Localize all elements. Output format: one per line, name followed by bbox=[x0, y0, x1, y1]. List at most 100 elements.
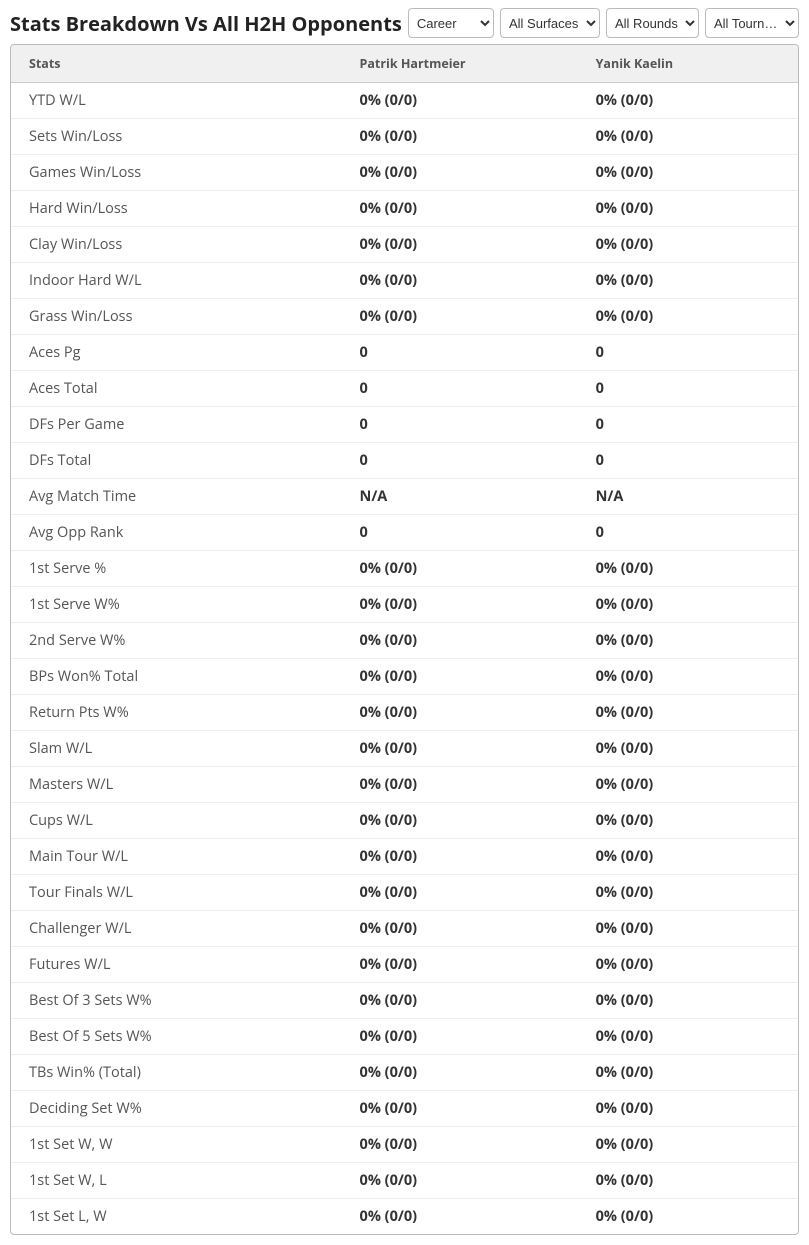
table-row: Slam W/L0% (0/0)0% (0/0) bbox=[11, 731, 798, 767]
player2-value: 0% (0/0) bbox=[578, 1127, 798, 1163]
player2-value: 0% (0/0) bbox=[578, 227, 798, 263]
player1-value: 0 bbox=[342, 515, 578, 551]
player1-value: 0% (0/0) bbox=[342, 299, 578, 335]
table-row: Avg Opp Rank00 bbox=[11, 515, 798, 551]
player1-value: 0 bbox=[342, 407, 578, 443]
player2-value: 0% (0/0) bbox=[578, 1163, 798, 1199]
stat-label: Best Of 5 Sets W% bbox=[11, 1019, 342, 1055]
player1-value: 0 bbox=[342, 443, 578, 479]
table-row: 1st Serve W%0% (0/0)0% (0/0) bbox=[11, 587, 798, 623]
stat-label: Main Tour W/L bbox=[11, 839, 342, 875]
player1-value: 0% (0/0) bbox=[342, 551, 578, 587]
player2-value: 0% (0/0) bbox=[578, 803, 798, 839]
player1-value: 0% (0/0) bbox=[342, 1091, 578, 1127]
stat-label: Sets Win/Loss bbox=[11, 119, 342, 155]
player2-value: 0% (0/0) bbox=[578, 83, 798, 119]
table-row: Indoor Hard W/L0% (0/0)0% (0/0) bbox=[11, 263, 798, 299]
player1-value: 0% (0/0) bbox=[342, 1199, 578, 1235]
table-row: Best Of 3 Sets W%0% (0/0)0% (0/0) bbox=[11, 983, 798, 1019]
player2-value: 0% (0/0) bbox=[578, 695, 798, 731]
tournament-select[interactable]: All Tourn… bbox=[705, 8, 799, 38]
player2-value: 0% (0/0) bbox=[578, 263, 798, 299]
player2-value: 0% (0/0) bbox=[578, 191, 798, 227]
table-row: Grass Win/Loss0% (0/0)0% (0/0) bbox=[11, 299, 798, 335]
player2-value: 0% (0/0) bbox=[578, 767, 798, 803]
table-row: Aces Total00 bbox=[11, 371, 798, 407]
stats-table-wrap: Stats Patrik Hartmeier Yanik Kaelin YTD … bbox=[10, 44, 799, 1235]
table-row: Futures W/L0% (0/0)0% (0/0) bbox=[11, 947, 798, 983]
player1-value: 0% (0/0) bbox=[342, 1127, 578, 1163]
table-row: Best Of 5 Sets W%0% (0/0)0% (0/0) bbox=[11, 1019, 798, 1055]
stat-label: Return Pts W% bbox=[11, 695, 342, 731]
table-row: Main Tour W/L0% (0/0)0% (0/0) bbox=[11, 839, 798, 875]
player2-value: 0% (0/0) bbox=[578, 299, 798, 335]
player2-value: 0% (0/0) bbox=[578, 911, 798, 947]
table-row: 1st Serve %0% (0/0)0% (0/0) bbox=[11, 551, 798, 587]
stat-label: 1st Serve % bbox=[11, 551, 342, 587]
player2-value: 0 bbox=[578, 407, 798, 443]
table-row: YTD W/L0% (0/0)0% (0/0) bbox=[11, 83, 798, 119]
stat-label: Games Win/Loss bbox=[11, 155, 342, 191]
stat-label: Cups W/L bbox=[11, 803, 342, 839]
table-row: 1st Set W, L0% (0/0)0% (0/0) bbox=[11, 1163, 798, 1199]
stat-label: Deciding Set W% bbox=[11, 1091, 342, 1127]
table-row: 2nd Serve W%0% (0/0)0% (0/0) bbox=[11, 623, 798, 659]
surface-select[interactable]: All Surfaces bbox=[500, 8, 600, 38]
player2-value: 0% (0/0) bbox=[578, 1091, 798, 1127]
table-row: Games Win/Loss0% (0/0)0% (0/0) bbox=[11, 155, 798, 191]
player1-value: 0% (0/0) bbox=[342, 119, 578, 155]
player1-value: 0% (0/0) bbox=[342, 839, 578, 875]
stat-label: 1st Set L, W bbox=[11, 1199, 342, 1235]
stat-label: 1st Set W, L bbox=[11, 1163, 342, 1199]
table-row: Deciding Set W%0% (0/0)0% (0/0) bbox=[11, 1091, 798, 1127]
table-row: Sets Win/Loss0% (0/0)0% (0/0) bbox=[11, 119, 798, 155]
player2-value: 0% (0/0) bbox=[578, 623, 798, 659]
player2-value: 0 bbox=[578, 443, 798, 479]
table-row: 1st Set W, W0% (0/0)0% (0/0) bbox=[11, 1127, 798, 1163]
table-row: Masters W/L0% (0/0)0% (0/0) bbox=[11, 767, 798, 803]
round-select[interactable]: All Rounds bbox=[606, 8, 699, 38]
stats-table: Stats Patrik Hartmeier Yanik Kaelin YTD … bbox=[11, 45, 798, 1234]
player2-value: 0% (0/0) bbox=[578, 983, 798, 1019]
stat-label: Challenger W/L bbox=[11, 911, 342, 947]
player2-value: 0 bbox=[578, 515, 798, 551]
stat-label: TBs Win% (Total) bbox=[11, 1055, 342, 1091]
stat-label: Avg Opp Rank bbox=[11, 515, 342, 551]
player1-value: N/A bbox=[342, 479, 578, 515]
player2-value: 0% (0/0) bbox=[578, 155, 798, 191]
stat-label: Best Of 3 Sets W% bbox=[11, 983, 342, 1019]
stat-label: 1st Serve W% bbox=[11, 587, 342, 623]
stat-label: Hard Win/Loss bbox=[11, 191, 342, 227]
career-select[interactable]: Career bbox=[408, 8, 494, 38]
player1-value: 0% (0/0) bbox=[342, 1163, 578, 1199]
table-row: TBs Win% (Total)0% (0/0)0% (0/0) bbox=[11, 1055, 798, 1091]
player1-value: 0% (0/0) bbox=[342, 767, 578, 803]
stat-label: 1st Set W, W bbox=[11, 1127, 342, 1163]
player2-value: 0% (0/0) bbox=[578, 551, 798, 587]
player2-value: 0% (0/0) bbox=[578, 587, 798, 623]
col-header-player2: Yanik Kaelin bbox=[578, 45, 798, 83]
stat-label: Aces Total bbox=[11, 371, 342, 407]
player1-value: 0% (0/0) bbox=[342, 947, 578, 983]
stat-label: 2nd Serve W% bbox=[11, 623, 342, 659]
stat-label: Grass Win/Loss bbox=[11, 299, 342, 335]
player2-value: 0% (0/0) bbox=[578, 1055, 798, 1091]
player1-value: 0% (0/0) bbox=[342, 731, 578, 767]
stat-label: Masters W/L bbox=[11, 767, 342, 803]
player1-value: 0% (0/0) bbox=[342, 191, 578, 227]
table-row: 1st Set L, W0% (0/0)0% (0/0) bbox=[11, 1199, 798, 1235]
player2-value: 0% (0/0) bbox=[578, 839, 798, 875]
table-row: Avg Match TimeN/AN/A bbox=[11, 479, 798, 515]
player1-value: 0% (0/0) bbox=[342, 227, 578, 263]
player1-value: 0% (0/0) bbox=[342, 983, 578, 1019]
table-row: Clay Win/Loss0% (0/0)0% (0/0) bbox=[11, 227, 798, 263]
header-row: Stats Breakdown Vs All H2H Opponents Car… bbox=[0, 0, 809, 44]
stat-label: Futures W/L bbox=[11, 947, 342, 983]
col-header-player1: Patrik Hartmeier bbox=[342, 45, 578, 83]
player1-value: 0% (0/0) bbox=[342, 1019, 578, 1055]
player1-value: 0 bbox=[342, 371, 578, 407]
stat-label: Indoor Hard W/L bbox=[11, 263, 342, 299]
player2-value: N/A bbox=[578, 479, 798, 515]
player2-value: 0% (0/0) bbox=[578, 659, 798, 695]
table-row: Cups W/L0% (0/0)0% (0/0) bbox=[11, 803, 798, 839]
